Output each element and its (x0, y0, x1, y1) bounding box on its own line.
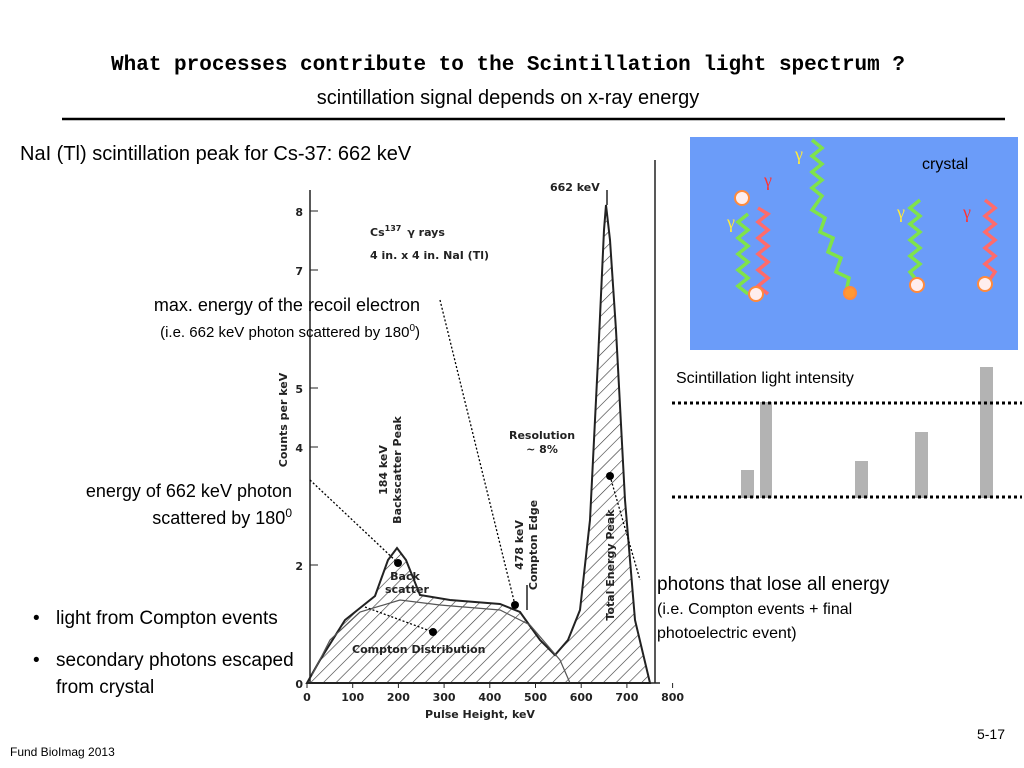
title: What processes contribute to the Scintil… (111, 54, 905, 77)
spectrum-figure: 662 keV Cs137 γ rays 4 in. x 4 in. NaI (T… (277, 160, 684, 721)
y-tick-label: 0 (295, 678, 303, 691)
compton-edge: Compton Edge (527, 500, 540, 590)
flashes (734, 190, 993, 302)
y-axis-label: Counts per keV (277, 372, 290, 467)
peak-label: 662 keV (550, 181, 600, 194)
y-tick-label: 7 (295, 265, 303, 278)
page-number: 5-17 (977, 726, 1005, 742)
y-tick-label: 4 (295, 442, 303, 455)
x-tick-label: 700 (615, 691, 638, 704)
gamma: γ (763, 170, 772, 190)
gamma: γ (962, 202, 971, 222)
source-label: Cs137 γ rays (370, 224, 445, 239)
backscatter-region: scatter (385, 583, 429, 596)
intensity-label: Scintillation light intensity (676, 370, 854, 387)
x-tick-label: 400 (478, 691, 501, 704)
x-tick-label: 600 (570, 691, 593, 704)
recoil-note-text: (i.e. 662 keV photon scattered by 180 (160, 324, 409, 341)
x-tick-label: 500 (524, 691, 547, 704)
bullet: • (33, 650, 40, 671)
y-tick-label: 5 (295, 383, 303, 396)
crystal (690, 137, 1018, 350)
intensity-levels (672, 401, 1022, 499)
compton-curve (311, 599, 571, 684)
spectrum-curve (305, 204, 652, 684)
x-axis-label: Pulse Height, keV (425, 708, 535, 721)
backscatter-note-text: scattered by 180 (152, 508, 285, 528)
intensity-bars (741, 367, 993, 498)
y-tick-label: 2 (295, 560, 303, 573)
source-mass: 137 (385, 224, 402, 233)
x-tick-label: 100 (341, 691, 364, 704)
x-tick-label: 300 (433, 691, 456, 704)
x-tick-label: 0 (303, 691, 311, 704)
bullet-text: secondary photons escaped (56, 650, 294, 671)
compton-distribution: Compton Distribution (352, 643, 485, 656)
leader-dots (394, 472, 614, 636)
recoil-note-text: ) (415, 324, 420, 341)
subtitle: scintillation signal depends on x-ray en… (317, 87, 699, 109)
photopeak-note: photoelectric event) (657, 625, 797, 642)
source-element: Cs (370, 226, 385, 239)
backscatter-note: energy of 662 keV photon (86, 481, 292, 501)
total-peak: Total Energy Peak (604, 509, 617, 621)
recoil-note: max. energy of the recoil electron (154, 295, 420, 315)
superscript: 0 (285, 506, 292, 520)
bullet-text: from crystal (56, 677, 154, 698)
photopeak-note: photons that lose all energy (657, 574, 890, 595)
footer: Fund BioImag 2013 (10, 745, 115, 759)
compton-edge: 478 keV (513, 520, 526, 570)
source-rays: γ rays (407, 226, 445, 239)
backscatter-note: scattered by 1800 (152, 506, 292, 528)
gamma: γ (726, 212, 735, 232)
recoil-note: (i.e. 662 keV photon scattered by 1800) (160, 323, 420, 341)
x-tick-label: 200 (387, 691, 410, 704)
gamma: γ (794, 144, 803, 164)
gamma: γ (896, 202, 905, 222)
heading: NaI (Tl) scintillation peak for Cs-37: 6… (20, 143, 412, 165)
detector-label: 4 in. x 4 in. NaI (Tl) (370, 249, 489, 262)
resolution: Resolution (509, 429, 575, 442)
bullet-text: light from Compton events (56, 608, 278, 629)
crystal-label: crystal (922, 156, 968, 173)
backscatter-label: 184 keV (377, 445, 390, 495)
bullet: • (33, 608, 40, 629)
backscatter-region: Back (390, 570, 420, 583)
resolution: ~ 8% (526, 443, 558, 456)
x-tick-label: 800 (661, 691, 684, 704)
backscatter-label: Backscatter Peak (391, 416, 404, 524)
superscript: 0 (409, 323, 415, 334)
photon-paths (735, 138, 998, 296)
photopeak-note: (i.e. Compton events + final (657, 601, 852, 618)
leaders (309, 299, 641, 633)
y-tick-label: 8 (295, 206, 303, 219)
